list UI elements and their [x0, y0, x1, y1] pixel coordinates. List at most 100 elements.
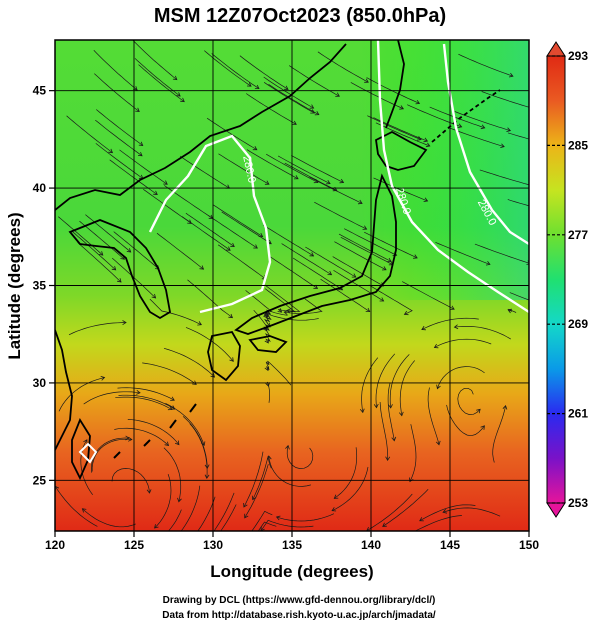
streamline-arrowhead: [485, 260, 491, 266]
streamline: [211, 53, 260, 89]
streamline: [94, 73, 140, 112]
streamline-arrowhead: [435, 440, 441, 446]
streamline-arrowhead: [532, 184, 536, 188]
streamline-arrowhead: [177, 497, 182, 503]
streamline-arrowhead: [122, 320, 127, 326]
streamline-arrowhead: [251, 495, 257, 501]
streamline-arrowhead: [293, 175, 299, 180]
streamline-arrowhead: [285, 444, 290, 450]
streamline-arrowhead: [176, 92, 181, 97]
streamline-arrowhead: [204, 474, 210, 479]
colorbar-frame: [546, 55, 566, 504]
y-tick-label: 30: [33, 376, 47, 390]
streamline-arrowhead: [339, 178, 345, 184]
streamline: [268, 455, 311, 487]
streamline: [409, 424, 417, 482]
streamline: [292, 257, 343, 291]
streamline-arrowhead: [388, 404, 393, 409]
streamline-arrowhead: [172, 75, 178, 81]
streamline: [284, 162, 337, 191]
korea-coastline: [68, 219, 171, 320]
streamline-arrowhead: [200, 441, 206, 447]
streamline-arrowhead: [423, 197, 429, 202]
streamline-arrowhead: [309, 104, 315, 109]
kyushu-coastline: [207, 330, 241, 382]
streamline-arrowhead: [235, 548, 239, 552]
streamline-arrowhead: [398, 411, 404, 417]
streamline-arrowhead: [175, 534, 179, 538]
x-axis-ticks: 120 125 130 135 140 145 150: [45, 531, 539, 552]
streamline: [212, 204, 263, 237]
streamline: [332, 256, 384, 287]
streamline: [389, 354, 410, 408]
x-tick-label: 120: [45, 538, 65, 552]
streamline-arrowhead: [229, 357, 234, 362]
streamline: [479, 169, 529, 186]
x-tick-label: 145: [440, 538, 460, 552]
streamline-arrowhead: [138, 141, 144, 146]
streamline-arrowhead: [204, 464, 210, 469]
streamline: [71, 230, 116, 271]
streamline-arrowhead: [508, 72, 514, 78]
streamline: [507, 132, 529, 140]
streamline: [68, 322, 127, 336]
streamline: [334, 241, 387, 271]
streamline-arrowhead: [243, 502, 248, 508]
streamline: [437, 366, 485, 389]
mainland-coastline: [55, 43, 347, 211]
streamline: [127, 419, 180, 445]
y-tick-label: 45: [33, 84, 47, 98]
colorbar-tick-label: 269: [568, 317, 588, 331]
streamline-arrowhead: [335, 92, 340, 97]
streamline-arrowhead: [399, 105, 405, 110]
x-tick-label: 135: [282, 538, 302, 552]
y-tick-label: 35: [33, 279, 47, 293]
streamline-arrowhead: [252, 146, 258, 151]
streamline-arrowhead: [170, 405, 176, 410]
streamline-arrowhead: [387, 257, 392, 263]
streamline-arrowhead: [403, 310, 409, 316]
streamline-arrowhead: [457, 123, 463, 128]
streamline-arrowhead: [192, 380, 197, 385]
streamline-arrowhead: [151, 293, 157, 299]
streamline-arrowhead: [277, 308, 283, 313]
colorbar-tick-label: 253: [568, 496, 588, 510]
streamline-arrowhead: [154, 524, 159, 529]
streamline-arrowhead: [153, 190, 158, 195]
streamline: [263, 82, 315, 114]
contour-line-west: [148, 134, 272, 314]
streamline: [109, 159, 158, 195]
colorbar-tick-label: 285: [568, 138, 588, 152]
streamline-arrowhead: [385, 456, 391, 461]
streamline: [91, 437, 130, 473]
streamline: [291, 155, 344, 183]
streamline-arrowhead: [331, 507, 337, 512]
streamline: [204, 50, 252, 87]
streamline-arrowhead: [373, 403, 379, 409]
shikoku-coastline: [248, 335, 288, 353]
streamline-arrowhead: [185, 543, 189, 547]
streamline: [118, 394, 175, 410]
streamline-arrowhead: [228, 313, 234, 319]
streamline: [179, 155, 230, 189]
streamline: [119, 149, 168, 185]
streamline-arrowhead: [180, 97, 185, 103]
streamline-arrowhead: [275, 515, 281, 521]
streamline: [96, 109, 143, 146]
streamline: [289, 65, 340, 97]
streamline: [206, 117, 257, 150]
streamline-arrowhead: [333, 494, 339, 499]
streamline: [344, 228, 397, 256]
streamline: [507, 199, 529, 207]
streamline-arrowhead: [170, 396, 175, 401]
streamline: [379, 401, 389, 461]
streamline-arrowhead: [500, 143, 505, 148]
streamline: [458, 53, 514, 77]
streamline: [134, 58, 181, 97]
streamline-arrowhead: [210, 373, 216, 378]
streamline: [309, 176, 363, 204]
streamline-arrowhead: [310, 109, 315, 114]
streamline-arrowhead: [283, 310, 289, 316]
streamline-arrowhead: [507, 308, 513, 314]
streamline: [252, 456, 272, 500]
